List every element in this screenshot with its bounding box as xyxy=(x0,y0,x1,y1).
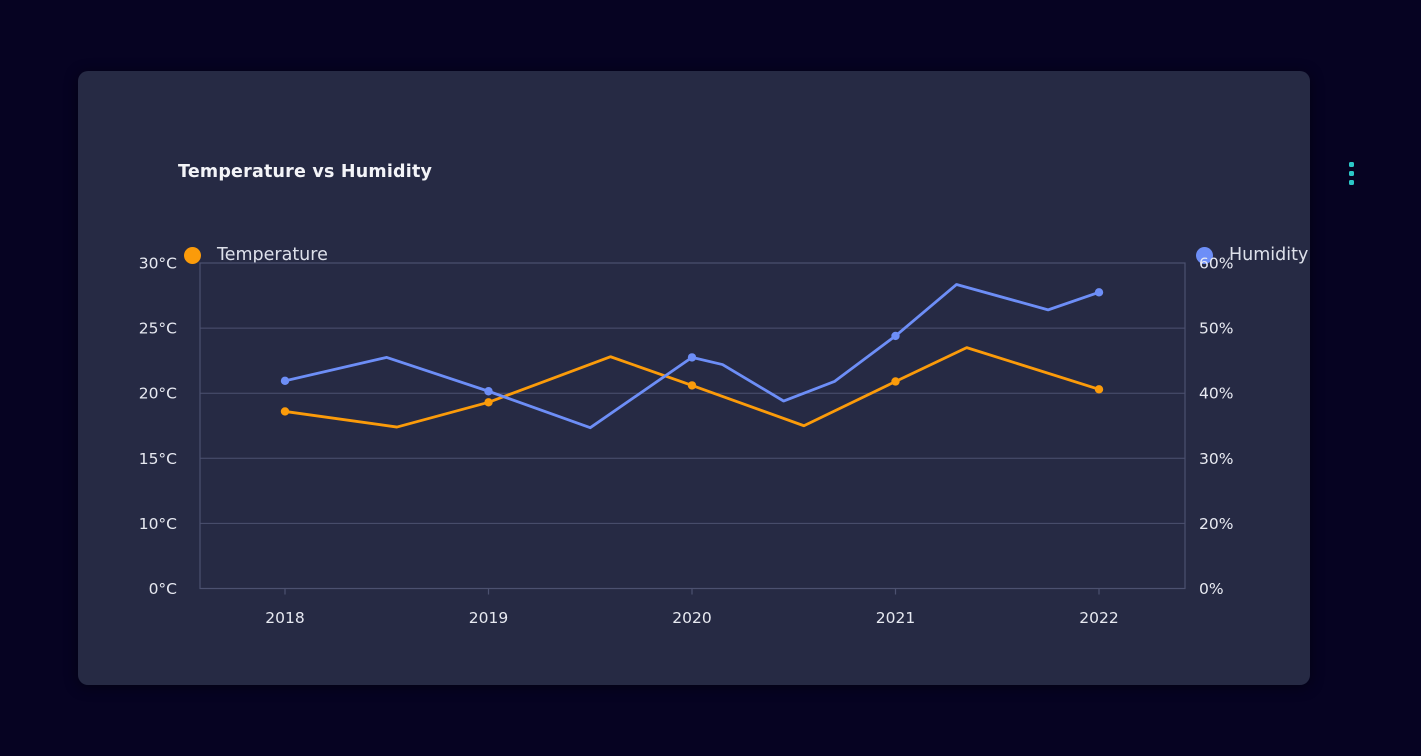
y-axis-label-left: 25°C xyxy=(139,320,177,338)
kebab-menu-icon xyxy=(1348,161,1354,167)
y-axis-label-left: 0°C xyxy=(149,580,177,598)
x-axis-label: 2019 xyxy=(469,609,508,627)
x-axis-label: 2018 xyxy=(265,609,304,627)
humidity-point[interactable] xyxy=(1094,288,1104,297)
y-axis-label-right: 30% xyxy=(1199,450,1233,468)
humidity-line[interactable] xyxy=(283,283,1101,430)
humidity-point[interactable] xyxy=(280,376,290,386)
y-axis-label-left: 15°C xyxy=(139,450,177,468)
y-axis-label-left: 10°C xyxy=(139,515,177,533)
temperature-point[interactable] xyxy=(891,377,900,386)
y-axis-label-right: 50% xyxy=(1199,320,1233,338)
legend-item-temperature[interactable]: Temperature xyxy=(184,245,328,265)
humidity-legend-dot-icon xyxy=(1196,246,1213,264)
temperature-point[interactable] xyxy=(484,398,493,407)
x-axis-label: 2022 xyxy=(1079,609,1118,627)
y-axis-label-right: 20% xyxy=(1199,515,1233,533)
kebab-menu-icon xyxy=(1348,179,1354,185)
x-axis-label: 2021 xyxy=(876,609,915,627)
y-axis-label-left: 20°C xyxy=(139,385,177,403)
legend-item-humidity[interactable]: Humidity xyxy=(1196,245,1308,265)
humidity-point[interactable] xyxy=(891,331,900,341)
humidity-point[interactable] xyxy=(484,387,493,396)
temperature-point[interactable] xyxy=(1094,385,1104,394)
humidity-point[interactable] xyxy=(687,353,697,362)
legend-label-temperature: Temperature xyxy=(217,245,328,265)
temperature-point[interactable] xyxy=(687,381,697,390)
y-axis-label-left: 30°C xyxy=(139,255,177,273)
more-options-button[interactable] xyxy=(1340,155,1362,191)
y-axis-label-right: 40% xyxy=(1199,385,1233,403)
y-axis-label-right: 60% xyxy=(1199,255,1233,273)
legend-label-humidity: Humidity xyxy=(1229,245,1309,265)
y-axis-label-right: 0% xyxy=(1199,580,1224,598)
temperature-point[interactable] xyxy=(280,407,290,416)
chart-title: Temperature vs Humidity xyxy=(178,162,433,182)
temperature-legend-dot-icon xyxy=(184,246,201,264)
kebab-menu-icon xyxy=(1348,170,1354,176)
plot-border xyxy=(199,262,1186,590)
x-axis-label: 2020 xyxy=(672,609,711,627)
